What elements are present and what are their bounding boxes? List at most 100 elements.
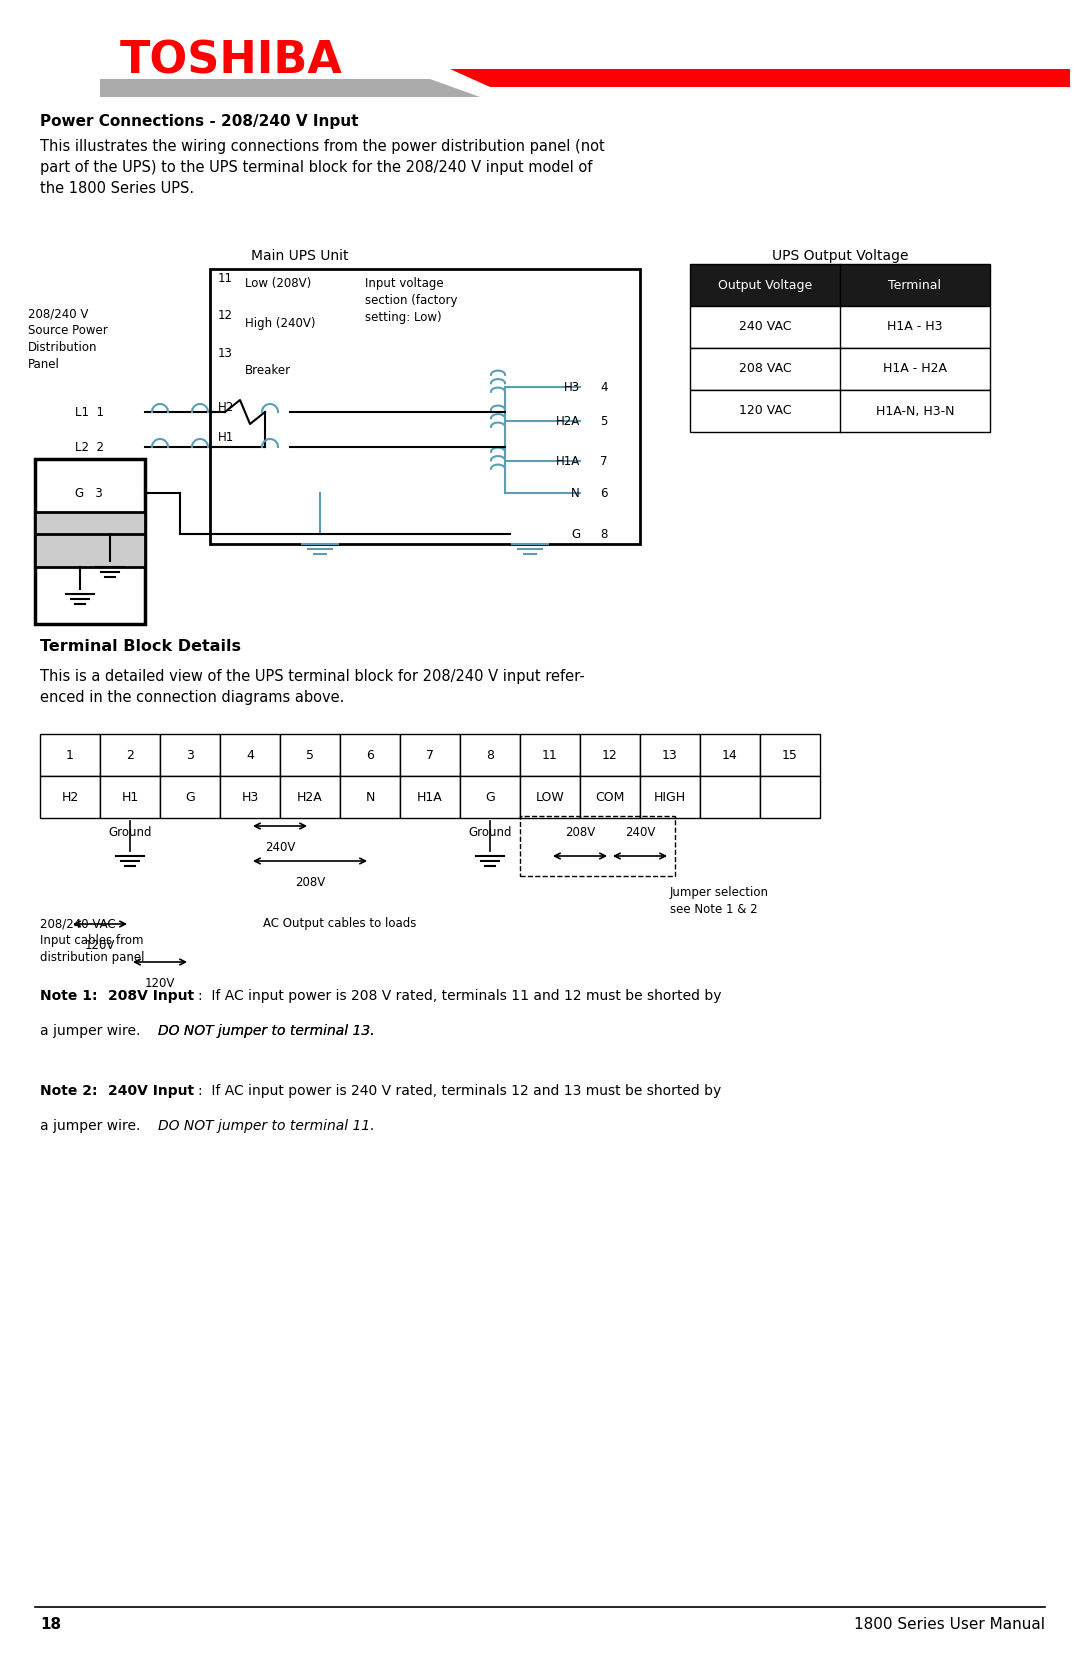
- Text: 240V Input: 240V Input: [108, 1083, 194, 1098]
- Text: 13: 13: [662, 748, 678, 761]
- Text: 4: 4: [246, 748, 254, 761]
- Text: G: G: [571, 527, 580, 541]
- FancyBboxPatch shape: [160, 776, 220, 818]
- FancyBboxPatch shape: [760, 734, 820, 776]
- Text: Ground: Ground: [469, 826, 512, 840]
- Text: 6: 6: [366, 748, 374, 761]
- Text: a jumper wire.: a jumper wire.: [40, 1025, 149, 1038]
- Text: High (240V): High (240V): [245, 317, 315, 330]
- FancyBboxPatch shape: [100, 776, 160, 818]
- Text: 5: 5: [306, 748, 314, 761]
- FancyBboxPatch shape: [700, 734, 760, 776]
- Text: DO NOT jumper to terminal 11.: DO NOT jumper to terminal 11.: [158, 1118, 375, 1133]
- Text: 4: 4: [600, 381, 607, 394]
- FancyBboxPatch shape: [210, 269, 640, 544]
- Text: H3: H3: [564, 381, 580, 394]
- Text: Input voltage
section (factory
setting: Low): Input voltage section (factory setting: …: [365, 277, 458, 324]
- Text: H1A: H1A: [556, 454, 580, 467]
- Text: Breaker: Breaker: [245, 364, 292, 377]
- Text: H2A: H2A: [556, 414, 580, 427]
- Text: H2: H2: [62, 791, 79, 803]
- Text: N: N: [571, 486, 580, 499]
- FancyBboxPatch shape: [519, 776, 580, 818]
- FancyBboxPatch shape: [580, 734, 640, 776]
- FancyBboxPatch shape: [690, 349, 990, 391]
- Text: 6: 6: [600, 486, 607, 499]
- Text: 240V: 240V: [265, 841, 295, 855]
- FancyBboxPatch shape: [35, 512, 145, 567]
- Text: H1A - H2A: H1A - H2A: [883, 362, 947, 376]
- FancyBboxPatch shape: [220, 734, 280, 776]
- Text: Note 2:: Note 2:: [40, 1083, 107, 1098]
- FancyBboxPatch shape: [160, 734, 220, 776]
- Text: 18: 18: [40, 1617, 62, 1632]
- Text: 13: 13: [218, 347, 233, 361]
- Text: H2: H2: [218, 401, 234, 414]
- Text: 8: 8: [600, 527, 607, 541]
- Text: 240 VAC: 240 VAC: [739, 320, 792, 334]
- Text: L2  2: L2 2: [75, 441, 104, 454]
- FancyBboxPatch shape: [40, 776, 100, 818]
- FancyBboxPatch shape: [460, 734, 519, 776]
- Text: H1A: H1A: [417, 791, 443, 803]
- Text: DO NOT jumper to terminal 13.: DO NOT jumper to terminal 13.: [158, 1025, 375, 1038]
- FancyBboxPatch shape: [280, 734, 340, 776]
- FancyBboxPatch shape: [460, 776, 519, 818]
- FancyBboxPatch shape: [100, 734, 160, 776]
- Text: 2: 2: [126, 748, 134, 761]
- Text: H1A-N, H3-N: H1A-N, H3-N: [876, 404, 955, 417]
- Text: 208 VAC: 208 VAC: [739, 362, 792, 376]
- Text: 8: 8: [486, 748, 494, 761]
- Text: Note 1:: Note 1:: [40, 990, 107, 1003]
- Text: 5: 5: [600, 414, 607, 427]
- Text: 12: 12: [603, 748, 618, 761]
- Text: L1  1: L1 1: [75, 406, 104, 419]
- Text: 208/240 V
Source Power
Distribution
Panel: 208/240 V Source Power Distribution Pane…: [28, 307, 108, 371]
- Text: 1800 Series User Manual: 1800 Series User Manual: [854, 1617, 1045, 1632]
- Text: H1A - H3: H1A - H3: [888, 320, 943, 334]
- FancyBboxPatch shape: [340, 734, 400, 776]
- Text: TOSHIBA: TOSHIBA: [120, 38, 342, 82]
- Text: Ground: Ground: [108, 826, 152, 840]
- Text: COM: COM: [595, 791, 624, 803]
- Text: This illustrates the wiring connections from the power distribution panel (not
p: This illustrates the wiring connections …: [40, 139, 605, 195]
- Text: AC Output cables to loads: AC Output cables to loads: [264, 916, 417, 930]
- Text: 7: 7: [600, 454, 607, 467]
- FancyBboxPatch shape: [700, 776, 760, 818]
- FancyBboxPatch shape: [690, 391, 990, 432]
- Text: This is a detailed view of the UPS terminal block for 208/240 V input refer-
enc: This is a detailed view of the UPS termi…: [40, 669, 584, 704]
- FancyBboxPatch shape: [220, 776, 280, 818]
- Text: H1: H1: [121, 791, 138, 803]
- Text: 3: 3: [186, 748, 194, 761]
- Text: UPS Output Voltage: UPS Output Voltage: [772, 249, 908, 264]
- Text: Power Connections - 208/240 V Input: Power Connections - 208/240 V Input: [40, 113, 359, 129]
- FancyBboxPatch shape: [35, 459, 145, 624]
- Text: 7: 7: [426, 748, 434, 761]
- Text: Terminal Block Details: Terminal Block Details: [40, 639, 241, 654]
- FancyBboxPatch shape: [40, 734, 100, 776]
- FancyBboxPatch shape: [640, 734, 700, 776]
- FancyBboxPatch shape: [760, 776, 820, 818]
- Text: Main UPS Unit: Main UPS Unit: [252, 249, 349, 264]
- Text: Jumper selection
see Note 1 & 2: Jumper selection see Note 1 & 2: [670, 886, 769, 916]
- FancyBboxPatch shape: [690, 264, 990, 305]
- FancyBboxPatch shape: [280, 776, 340, 818]
- Text: N: N: [365, 791, 375, 803]
- FancyBboxPatch shape: [400, 734, 460, 776]
- Text: LOW: LOW: [536, 791, 565, 803]
- Text: HIGH: HIGH: [653, 791, 686, 803]
- FancyBboxPatch shape: [340, 776, 400, 818]
- FancyBboxPatch shape: [519, 734, 580, 776]
- Text: 12: 12: [218, 309, 233, 322]
- Text: H1: H1: [218, 431, 234, 444]
- Text: 120V: 120V: [145, 976, 175, 990]
- Text: G   3: G 3: [75, 486, 103, 499]
- FancyBboxPatch shape: [690, 305, 990, 349]
- Text: 240V: 240V: [625, 826, 656, 840]
- Text: 208V: 208V: [295, 876, 325, 890]
- Text: a jumper wire.: a jumper wire.: [40, 1118, 149, 1133]
- Text: :  If AC input power is 240 V rated, terminals 12 and 13 must be shorted by: : If AC input power is 240 V rated, term…: [198, 1083, 721, 1098]
- Text: 120 VAC: 120 VAC: [739, 404, 792, 417]
- Text: 208V Input: 208V Input: [108, 990, 194, 1003]
- Text: G: G: [485, 791, 495, 803]
